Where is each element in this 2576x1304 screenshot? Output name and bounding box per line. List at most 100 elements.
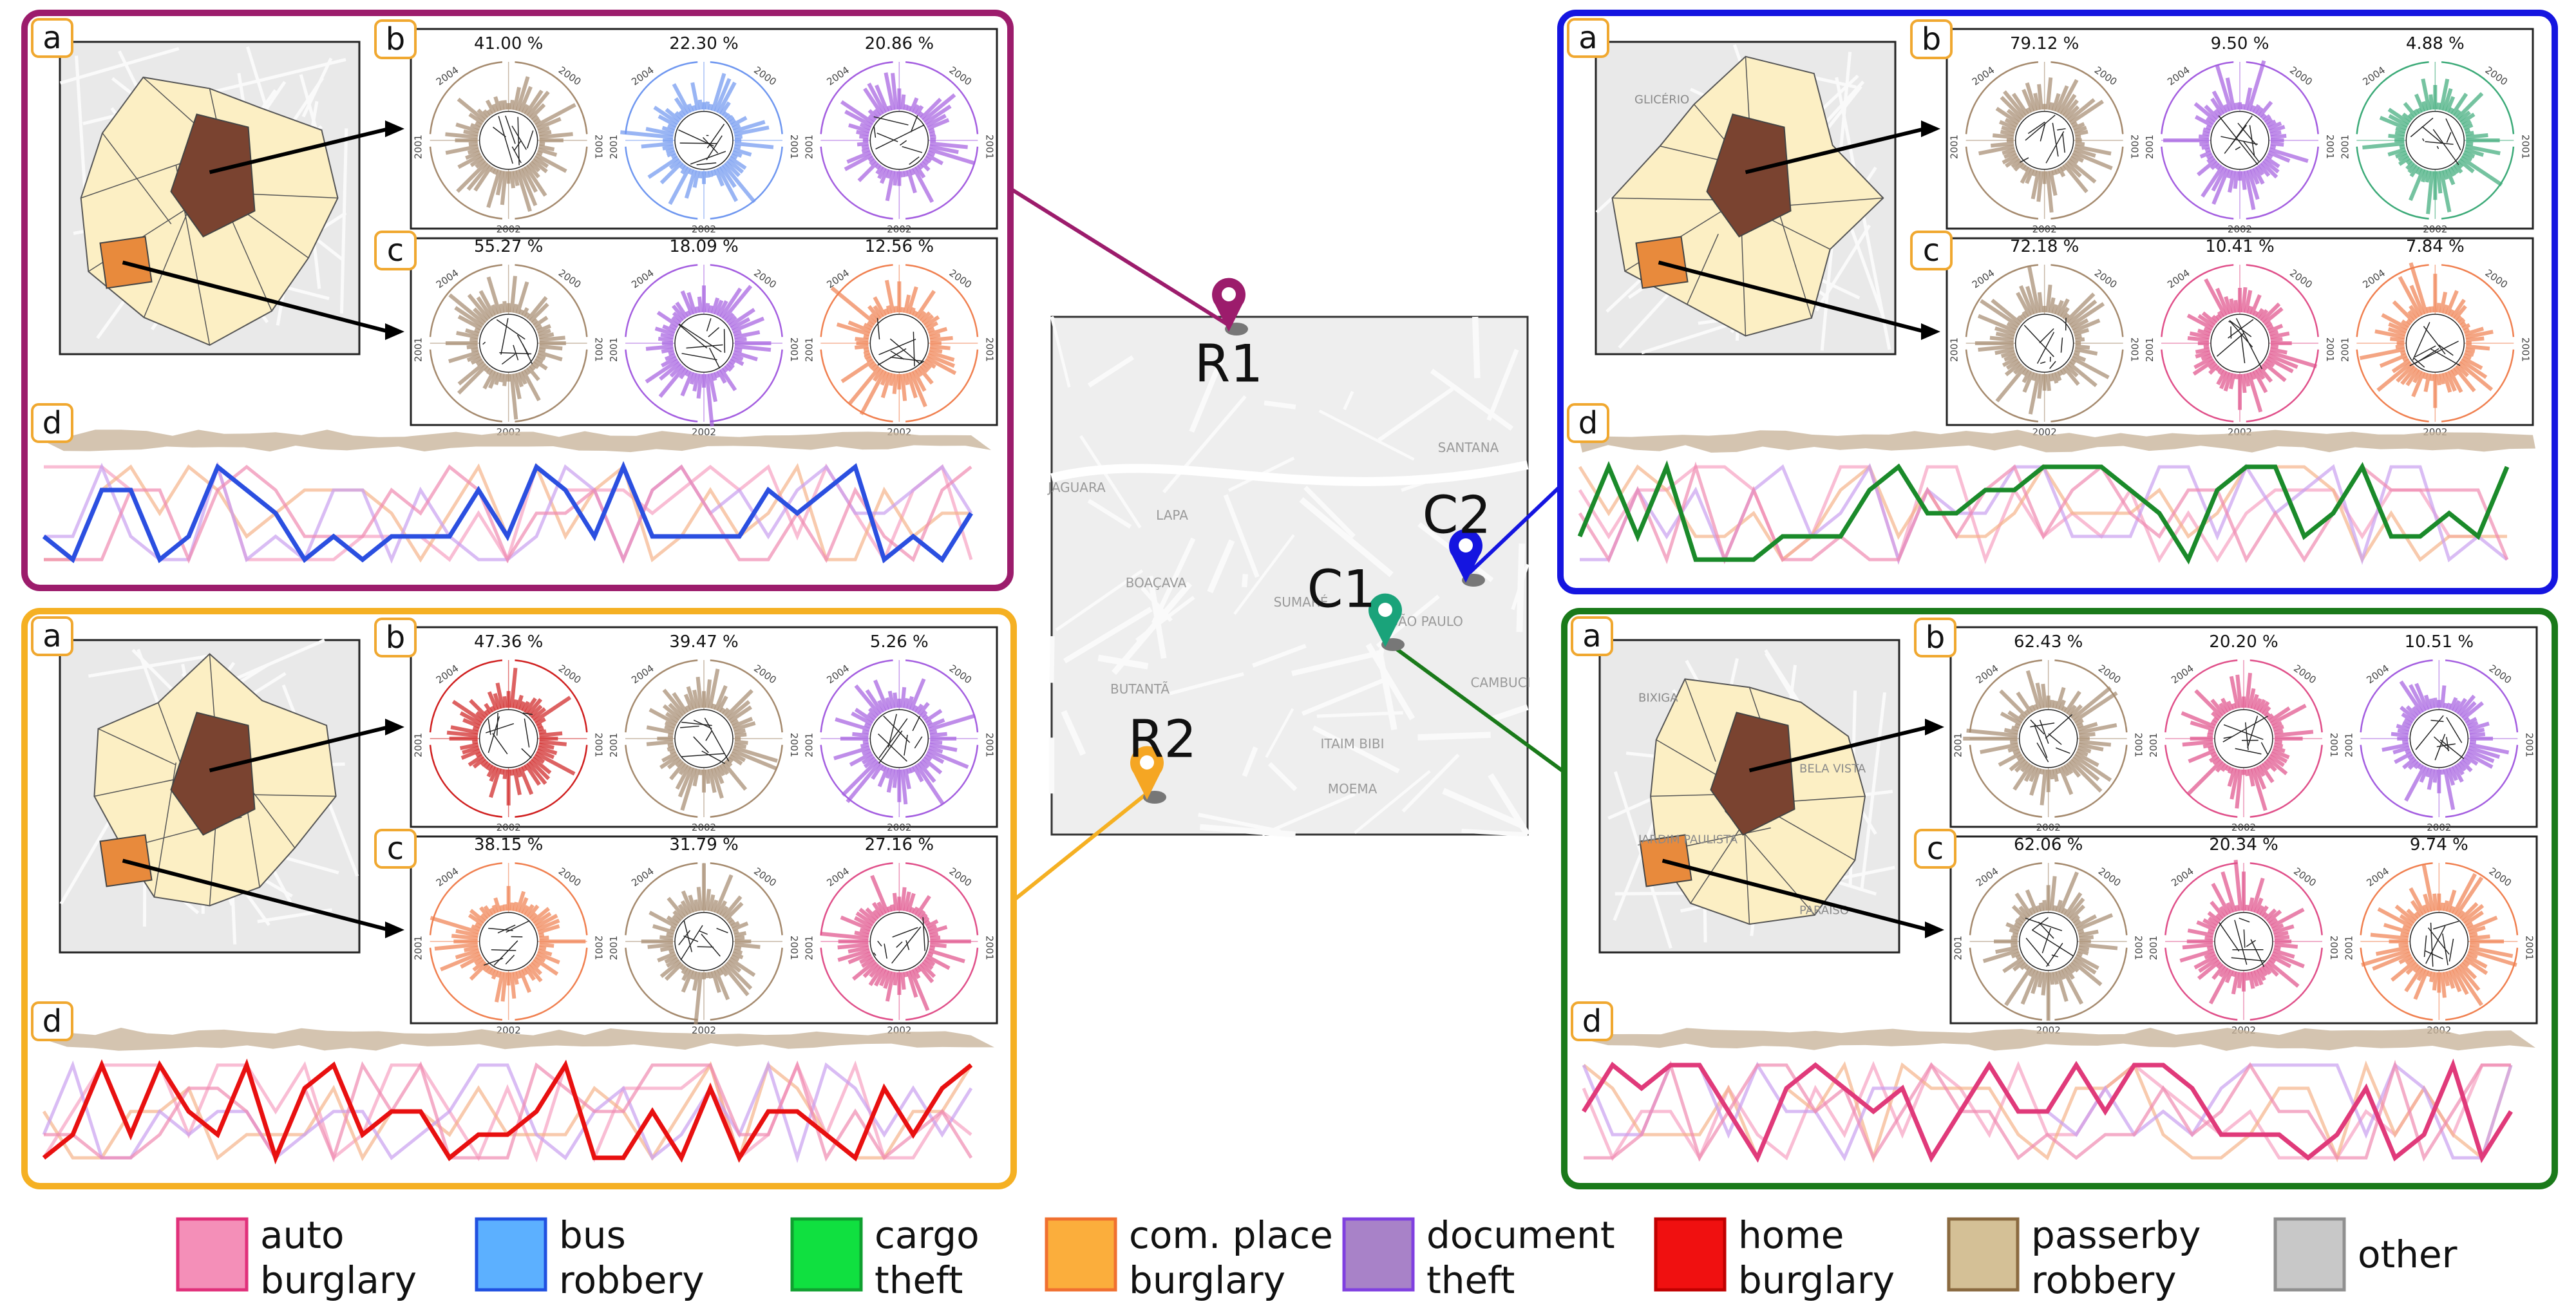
radial-bar <box>661 355 678 368</box>
radial-bar <box>2461 153 2473 162</box>
radial-bar <box>2405 368 2420 386</box>
radial-bar <box>645 344 674 351</box>
radial-year: 2002 <box>692 223 716 235</box>
radial-region <box>2036 742 2049 762</box>
radial-bar <box>451 934 478 941</box>
radial-bar <box>495 170 505 196</box>
radial-bar <box>468 112 484 125</box>
radial-bar <box>691 105 697 111</box>
radial-bar <box>2249 105 2257 113</box>
radial-bar <box>460 954 482 969</box>
radial-ring <box>429 146 503 220</box>
radial-bar <box>846 761 882 804</box>
radial-year: 2001 <box>2519 135 2531 159</box>
radial-bar <box>2465 717 2477 726</box>
radial-bar <box>726 158 744 174</box>
radial-bar <box>2070 121 2078 128</box>
radial-bar <box>513 768 522 795</box>
radial-bar <box>521 104 529 115</box>
legend-swatch <box>475 1217 547 1292</box>
radial-bar <box>711 372 717 381</box>
radial-year: 2002 <box>692 822 716 833</box>
radial-bar <box>489 907 496 916</box>
radial-bar <box>538 742 554 750</box>
radial-bar <box>2069 961 2079 973</box>
radial-ring <box>2445 744 2519 818</box>
marker-label: C2 <box>1423 486 1492 545</box>
radial-bar <box>2022 368 2029 376</box>
radial-bar <box>2445 290 2459 316</box>
radial-bar <box>2249 371 2257 380</box>
radial-bar <box>2459 321 2467 328</box>
radial-bar <box>2208 916 2219 926</box>
radial-bar <box>705 171 710 178</box>
radial-bar <box>2074 954 2099 970</box>
radial-ring <box>2164 862 2238 936</box>
radial-bar <box>2020 166 2032 184</box>
radial-core <box>674 912 734 971</box>
radial-bar <box>533 117 542 125</box>
radial-region <box>2027 121 2045 134</box>
radial-bar <box>2270 344 2279 349</box>
radial-bar <box>2262 761 2271 771</box>
radial-region <box>2423 935 2427 958</box>
radial-ring <box>2050 349 2124 422</box>
radial-bar <box>890 904 895 912</box>
radial-bar <box>498 303 505 314</box>
radial-bar <box>2004 361 2022 377</box>
radial-bar <box>2020 313 2027 321</box>
radial-bar <box>2207 911 2221 923</box>
radial-bar <box>2409 165 2420 178</box>
radial-bar <box>2465 344 2490 351</box>
radial-bar <box>726 315 737 325</box>
radial-bar <box>665 108 681 122</box>
radial-bar <box>2271 923 2284 932</box>
radial-bar <box>668 323 678 331</box>
radial-bar <box>732 717 753 729</box>
radial-bar <box>846 150 872 164</box>
radial-bar <box>920 912 928 921</box>
arrow-shaft <box>1658 260 1926 334</box>
radial-bar <box>2421 863 2435 912</box>
radial-bar <box>671 316 681 325</box>
radial-bar <box>2049 373 2054 382</box>
radial-ring <box>710 947 783 1021</box>
radial-bar <box>2463 327 2470 334</box>
radial-bar <box>2076 913 2114 932</box>
place-name: CAMBUCI <box>1470 675 1530 690</box>
radial-core <box>478 709 538 768</box>
radial-bar <box>2027 266 2041 314</box>
radial-bar <box>2255 106 2264 116</box>
radial-bar <box>537 350 563 362</box>
legend-label: other <box>2358 1233 2458 1276</box>
radial-bar <box>2405 318 2413 325</box>
radial-bar <box>502 100 507 110</box>
radial-bar <box>734 931 747 938</box>
radial-bar <box>861 748 872 756</box>
radial-bar <box>533 695 572 723</box>
radial-bar <box>664 721 676 729</box>
radial-ring <box>820 947 893 1021</box>
radial-bar <box>2453 163 2463 174</box>
radial-bar <box>1977 314 2017 334</box>
radial-bar <box>2070 318 2089 331</box>
radial-bar <box>2075 337 2085 343</box>
radial-bar <box>2031 372 2038 381</box>
radial-bar <box>722 964 750 997</box>
radial-bar <box>912 967 921 979</box>
street <box>1063 607 1153 664</box>
radial-bar <box>2076 723 2084 729</box>
radial-bar <box>469 699 488 719</box>
radial-region <box>680 925 703 961</box>
radial-region <box>873 126 876 138</box>
radial-bar <box>2260 113 2267 120</box>
stream-band <box>44 1028 994 1051</box>
radial-bar <box>2025 889 2039 914</box>
radial-ring <box>625 947 698 1021</box>
radial-bar <box>2461 903 2485 923</box>
radial-ring <box>2445 862 2519 936</box>
legend-label: auto <box>260 1213 345 1257</box>
radial-bar <box>2181 711 2216 729</box>
radial-bar <box>732 353 744 361</box>
